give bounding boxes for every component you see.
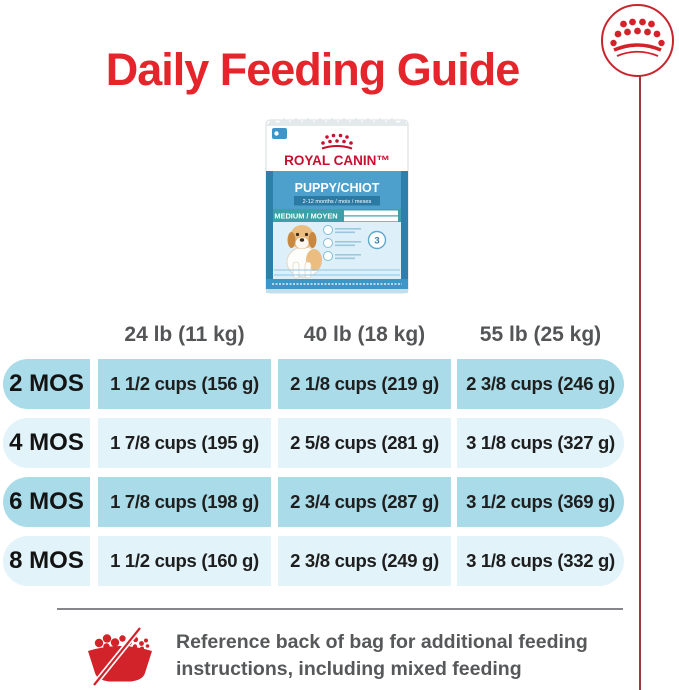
bag-size-label: MEDIUM / MOYEN — [274, 212, 337, 221]
bag-badge: 3 — [374, 236, 379, 247]
age-cell: 8 MOS — [3, 536, 90, 586]
age-cell: 4 MOS — [3, 418, 90, 468]
footnote-line-1: Reference back of bag for additional fee… — [176, 631, 588, 653]
serving-cell: 2 5/8 cups (281 g) — [278, 418, 451, 468]
brand-vertical-line — [639, 76, 641, 690]
serving-cell: 2 1/8 cups (219 g) — [278, 359, 451, 409]
table-row: 6 MOS 1 7/8 cups (198 g) 2 3/4 cups (287… — [3, 477, 624, 527]
serving-cell: 2 3/8 cups (246 g) — [457, 359, 624, 409]
footer-divider — [57, 608, 623, 610]
serving-cell: 3 1/2 cups (369 g) — [457, 477, 624, 527]
age-cell: 2 MOS — [3, 359, 90, 409]
column-header: 24 lb (11 kg) — [124, 323, 245, 346]
column-header: 55 lb (25 kg) — [479, 323, 602, 346]
serving-cell: 1 7/8 cups (195 g) — [98, 418, 271, 468]
age-cell: 6 MOS — [3, 477, 90, 527]
bag-crown-icon — [321, 133, 353, 145]
serving-cell: 1 1/2 cups (160 g) — [98, 536, 271, 586]
bag-product-name: PUPPY/CHIOT — [295, 181, 380, 195]
serving-cell: 1 1/2 cups (156 g) — [98, 359, 271, 409]
table-row: 4 MOS 1 7/8 cups (195 g) 2 5/8 cups (281… — [3, 418, 624, 468]
column-header: 40 lb (18 kg) — [303, 323, 426, 346]
table-row: 8 MOS 1 1/2 cups (160 g) 2 3/8 cups (249… — [3, 536, 624, 586]
serving-cell: 2 3/4 cups (287 g) — [278, 477, 451, 527]
serving-cell: 3 1/8 cups (327 g) — [457, 418, 624, 468]
footnote-line-2: instructions, including mixed feeding — [176, 658, 522, 680]
serving-cell: 1 7/8 cups (198 g) — [98, 477, 271, 527]
royal-canin-crown-icon — [599, 2, 676, 79]
serving-cell: 2 3/8 cups (249 g) — [278, 536, 451, 586]
serving-cell: 3 1/8 cups (332 g) — [457, 536, 624, 586]
page-title: Daily Feeding Guide — [105, 44, 521, 95]
weight-column-headers: 24 lb (11 kg) 40 lb (18 kg) 55 lb (25 kg… — [0, 320, 679, 350]
product-bag-image: ROYAL CANIN™ PUPPY/CHIOT 2-12 months / m… — [264, 110, 410, 297]
table-row: 2 MOS 1 1/2 cups (156 g) 2 1/8 cups (219… — [3, 359, 624, 409]
food-bowl-icon — [84, 626, 156, 687]
bag-brand-text: ROYAL CANIN™ — [284, 153, 390, 168]
footnote-text: Reference back of bag for additional fee… — [176, 629, 588, 683]
bag-age-range: 2-12 months / mois / meses — [303, 199, 372, 205]
